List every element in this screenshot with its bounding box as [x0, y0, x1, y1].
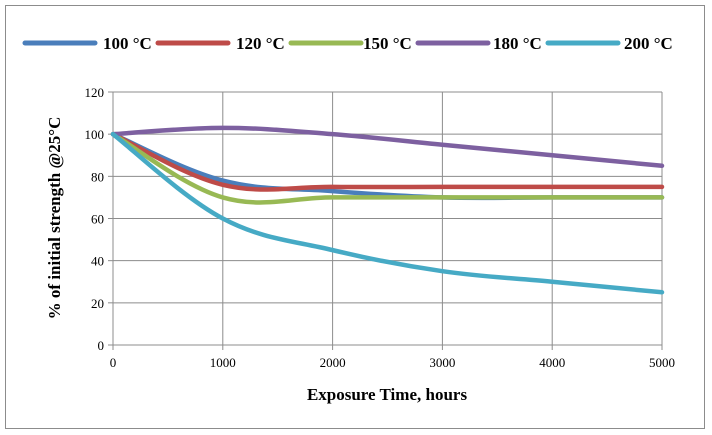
tick-labels: 0 20 40 60 80 100 120 0 1000 2000 3000 4000 5000 — [85, 85, 676, 370]
x-tick-label: 0 — [110, 355, 117, 370]
x-tick-label: 5000 — [649, 355, 675, 370]
y-axis-label: % of initial strength @25°C — [45, 117, 64, 320]
x-tick-label: 4000 — [539, 355, 565, 370]
x-axis-label: Exposure Time, hours — [307, 385, 468, 404]
y-tick-label: 60 — [91, 212, 104, 227]
y-tick-label: 20 — [91, 296, 104, 311]
y-tick-label: 40 — [91, 254, 104, 269]
series-line-4 — [110, 131, 665, 295]
x-tick-label: 1000 — [210, 355, 236, 370]
series-line-1 — [110, 131, 665, 192]
legend-label-3: 180 °C — [493, 34, 542, 53]
legend: 100 °C 120 °C 150 °C 180 °C 200 °C — [22, 34, 673, 53]
series-line-2 — [110, 131, 665, 205]
y-tick-label: 80 — [91, 169, 104, 184]
x-tick-label: 3000 — [429, 355, 455, 370]
legend-label-2: 150 °C — [363, 34, 412, 53]
y-tick-label: 120 — [85, 85, 105, 100]
series-line-3 — [110, 125, 665, 169]
y-tick-label: 0 — [98, 338, 105, 353]
legend-label-4: 200 °C — [624, 34, 673, 53]
legend-label-1: 120 °C — [236, 34, 285, 53]
chart-frame — [5, 5, 705, 429]
series-lines — [110, 125, 665, 295]
y-tick-label: 100 — [85, 127, 105, 142]
x-tick-label: 2000 — [320, 355, 346, 370]
legend-label-0: 100 °C — [103, 34, 152, 53]
